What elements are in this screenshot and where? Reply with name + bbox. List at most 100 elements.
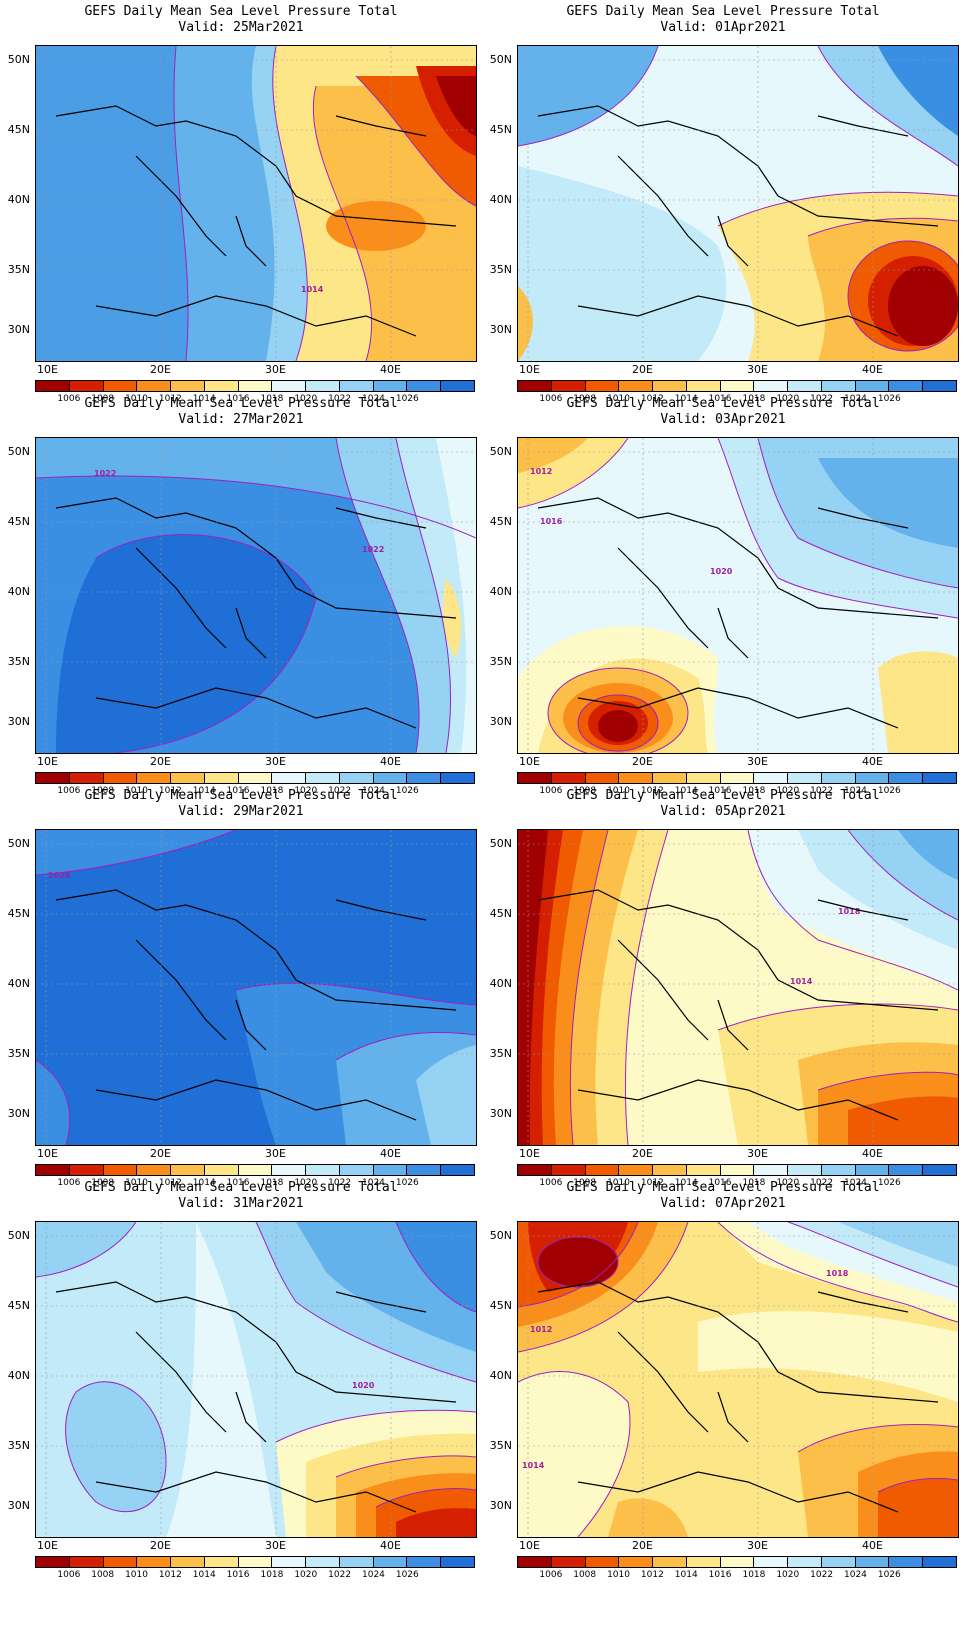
isobar-label: 1020 xyxy=(710,567,733,576)
colorbar-label: 1012 xyxy=(158,394,182,404)
colorbar-swatch xyxy=(69,1165,104,1175)
lat-tick-label: 40N xyxy=(489,585,512,598)
lat-tick-label: 45N xyxy=(7,123,30,136)
colorbar-swatch xyxy=(518,1165,552,1175)
colorbar-swatch xyxy=(653,1557,687,1567)
colorbar-label: 1020 xyxy=(294,394,318,404)
panel-01apr: GEFS Daily Mean Sea Level Pressure Total… xyxy=(482,0,964,410)
panel-valid-date: Valid: 07Apr2021 xyxy=(660,1196,786,1211)
colorbar-swatch xyxy=(204,1557,239,1567)
colorbar-swatch xyxy=(69,773,104,783)
colorbar-label: 1008 xyxy=(91,1178,115,1188)
colorbar-label: 1018 xyxy=(742,394,766,404)
colorbar-label: 1014 xyxy=(674,1178,698,1188)
colorbar-label: 1016 xyxy=(226,786,250,796)
lat-tick-label: 45N xyxy=(7,515,30,528)
colorbar-swatch xyxy=(653,1165,687,1175)
panel-title: GEFS Daily Mean Sea Level Pressure Total xyxy=(84,1180,398,1195)
lat-tick-label: 45N xyxy=(489,515,512,528)
panel-31mar: GEFS Daily Mean Sea Level Pressure Total… xyxy=(0,1176,482,1586)
lon-tick-label: 10E xyxy=(519,1147,540,1160)
colorbar-label: 1016 xyxy=(708,1570,732,1580)
lat-tick-label: 40N xyxy=(489,977,512,990)
colorbar-swatch xyxy=(103,773,138,783)
colorbar-label: 1016 xyxy=(708,1178,732,1188)
lon-tick-label: 10E xyxy=(519,1539,540,1552)
colorbar xyxy=(517,772,957,784)
panel-title: GEFS Daily Mean Sea Level Pressure Total xyxy=(84,396,398,411)
colorbar-swatch xyxy=(855,1165,890,1175)
colorbar-swatch xyxy=(238,381,273,391)
colorbar-swatch xyxy=(754,1557,789,1567)
colorbar-swatch xyxy=(923,773,956,783)
isobar-label: 1016 xyxy=(540,517,563,526)
colorbar-swatch xyxy=(373,381,408,391)
colorbar-swatch xyxy=(339,1165,374,1175)
colorbar-label: 1020 xyxy=(776,1178,800,1188)
colorbar-label: 1018 xyxy=(742,1178,766,1188)
colorbar-label: 1006 xyxy=(539,786,563,796)
colorbar-label: 1026 xyxy=(395,786,419,796)
lat-tick-label: 30N xyxy=(489,1107,512,1120)
lat-tick-label: 30N xyxy=(489,323,512,336)
panel-valid-date: Valid: 03Apr2021 xyxy=(660,412,786,427)
colorbar-label: 1014 xyxy=(192,1178,216,1188)
colorbar-swatch xyxy=(171,381,205,391)
colorbar-label: 1010 xyxy=(125,394,148,404)
lon-tick-label: 30E xyxy=(747,363,768,376)
colorbar-swatch xyxy=(441,1165,474,1175)
colorbar-label: 1016 xyxy=(708,394,732,404)
colorbar-label: 1014 xyxy=(192,1570,216,1580)
colorbar-swatch xyxy=(441,773,474,783)
colorbar-swatch xyxy=(36,1557,70,1567)
colorbar-swatch xyxy=(171,1165,205,1175)
colorbar-label: 1012 xyxy=(640,1178,664,1188)
colorbar-swatch xyxy=(923,381,956,391)
colorbar-swatch xyxy=(306,381,340,391)
lat-tick-label: 30N xyxy=(7,1499,30,1512)
colorbar-swatch xyxy=(306,1165,340,1175)
colorbar-swatch xyxy=(373,1165,408,1175)
colorbar-label: 1026 xyxy=(877,394,901,404)
lat-tick-label: 40N xyxy=(7,585,30,598)
colorbar xyxy=(35,1556,475,1568)
colorbar-swatch xyxy=(821,773,856,783)
colorbar-label: 1020 xyxy=(776,394,800,404)
colorbar-swatch xyxy=(171,1557,205,1567)
colorbar-label: 1022 xyxy=(328,394,352,404)
colorbar-label: 1012 xyxy=(640,394,664,404)
colorbar-label: 1014 xyxy=(674,786,698,796)
colorbar-swatch xyxy=(137,381,172,391)
colorbar-swatch xyxy=(36,381,70,391)
panel-27mar: GEFS Daily Mean Sea Level Pressure Total… xyxy=(0,392,482,802)
colorbar-label: 1018 xyxy=(260,394,284,404)
colorbar-swatch xyxy=(855,773,890,783)
colorbar-swatch xyxy=(103,381,138,391)
colorbar-swatch xyxy=(788,1557,822,1567)
colorbar-label: 1012 xyxy=(158,786,182,796)
colorbar-swatch xyxy=(855,1557,890,1567)
colorbar-swatch xyxy=(551,773,586,783)
colorbar-label: 1008 xyxy=(573,786,597,796)
lon-tick-label: 30E xyxy=(265,755,286,768)
colorbar-label: 1008 xyxy=(91,786,115,796)
colorbar-label: 1012 xyxy=(158,1178,182,1188)
colorbar-label: 1020 xyxy=(294,786,318,796)
colorbar-swatch xyxy=(204,381,239,391)
colorbar-swatch xyxy=(821,1165,856,1175)
colorbar-label: 1016 xyxy=(226,394,250,404)
colorbar-swatch xyxy=(339,1557,374,1567)
colorbar xyxy=(35,1164,475,1176)
panel-valid-date: Valid: 05Apr2021 xyxy=(660,804,786,819)
colorbar-label: 1022 xyxy=(810,1178,834,1188)
colorbar-swatch xyxy=(585,773,620,783)
colorbar-label: 1024 xyxy=(844,394,867,404)
colorbar-label: 1012 xyxy=(158,1570,182,1580)
colorbar-swatch xyxy=(720,1165,755,1175)
panel-valid-date: Valid: 27Mar2021 xyxy=(178,412,304,427)
lat-tick-label: 40N xyxy=(7,1369,30,1382)
colorbar-label: 1024 xyxy=(362,786,385,796)
colorbar-swatch xyxy=(69,1557,104,1567)
colorbar-label: 1024 xyxy=(362,1570,385,1580)
colorbar-swatch xyxy=(407,1557,442,1567)
